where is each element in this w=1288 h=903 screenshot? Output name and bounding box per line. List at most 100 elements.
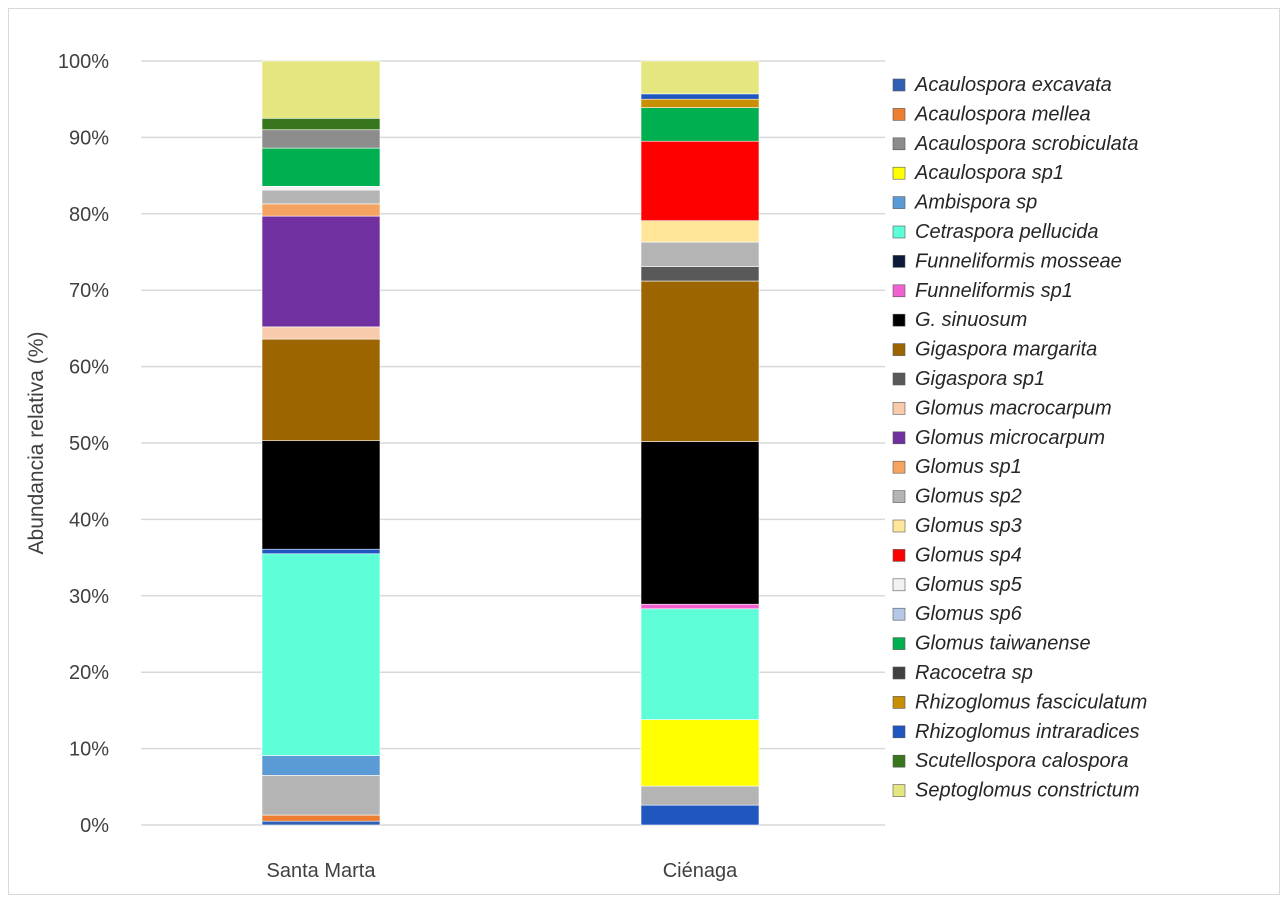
legend-swatch	[892, 754, 906, 768]
legend-item: Glomus taiwanense	[892, 633, 1091, 655]
legend-swatch	[892, 519, 906, 533]
legend-label: Glomus sp6	[915, 603, 1023, 625]
legend-label: Funneliformis sp1	[915, 280, 1073, 302]
x-category-label: Santa Marta	[267, 860, 377, 882]
bar-segment	[261, 338, 381, 442]
legend-label: Funneliformis mosseae	[915, 250, 1122, 272]
legend-label: Cetraspora pellucida	[915, 221, 1098, 243]
legend-item: Racocetra sp	[892, 662, 1033, 684]
bar-segment	[261, 755, 381, 776]
y-tick-label: 10%	[69, 739, 109, 761]
legend-swatch	[892, 666, 906, 680]
bar-segment	[261, 203, 381, 217]
legend-label: Ambispora sp	[914, 192, 1037, 214]
x-category-label: Ciénaga	[663, 860, 738, 882]
bar-stack-santa-marta	[261, 60, 381, 826]
y-axis-title: Abundancia relativa (%)	[25, 332, 48, 555]
legend-label: Acaulospora sp1	[914, 162, 1064, 184]
legend-label: Acaulospora mellea	[914, 103, 1091, 125]
legend-item: Gigaspora sp1	[892, 368, 1045, 390]
legend-swatch	[892, 696, 906, 709]
y-tick-labels: 0% 10% 20% 30% 40% 50% 60% 70% 80% 90% 100%	[58, 51, 109, 837]
legend-item: Glomus microcarpum	[892, 427, 1105, 449]
legend-item: Acaulospora mellea	[892, 103, 1091, 125]
legend-swatch	[892, 196, 906, 209]
legend-label: Scutellospora calospora	[915, 750, 1128, 772]
legend-label: Racocetra sp	[915, 662, 1033, 684]
bar-segment	[261, 129, 381, 149]
legend-item: Cetraspora pellucida	[892, 221, 1098, 243]
legend-swatch	[892, 431, 906, 445]
gridlines	[141, 60, 885, 826]
y-tick-label: 90%	[69, 127, 109, 149]
legend-swatch	[892, 607, 906, 621]
legend-label: Glomus macrocarpum	[915, 397, 1112, 419]
bar-segment	[640, 140, 760, 221]
legend-swatch	[892, 225, 906, 239]
bar-segment	[640, 60, 760, 95]
legend-label: Glomus sp4	[915, 544, 1022, 566]
legend-label: Glomus sp5	[915, 574, 1023, 596]
legend-item: Gigaspora margarita	[892, 339, 1097, 361]
legend-item: Glomus sp5	[892, 574, 1023, 596]
legend-item: Glomus sp2	[892, 486, 1022, 508]
legend-item: G. sinuosum	[892, 309, 1027, 331]
bar-segment	[261, 440, 381, 550]
bar-segment	[640, 719, 760, 787]
bar-segment	[640, 785, 760, 806]
legend-item: Acaulospora excavata	[892, 74, 1112, 96]
legend-swatch	[892, 460, 906, 474]
legend-item: Acaulospora sp1	[892, 162, 1064, 184]
legend-swatch	[892, 78, 906, 92]
bar-segment	[261, 118, 381, 131]
bar-segment	[640, 266, 760, 282]
bar-segment	[261, 60, 381, 119]
legend-swatch	[892, 637, 906, 650]
legend-item: Ambispora sp	[892, 192, 1037, 214]
legend-swatch	[892, 549, 906, 562]
legend-item: Glomus macrocarpum	[892, 397, 1112, 419]
legend-item: Acaulospora scrobiculata	[892, 133, 1138, 155]
y-tick-label: 30%	[69, 586, 109, 608]
legend-item: Funneliformis sp1	[892, 280, 1073, 302]
legend-swatch	[892, 784, 906, 797]
legend-item: Glomus sp6	[892, 603, 1023, 625]
legend-swatch	[892, 372, 906, 386]
legend-swatch	[892, 725, 906, 739]
bar-segment	[261, 215, 381, 328]
legend-label: Glomus microcarpum	[915, 427, 1105, 449]
legend-label: Rhizoglomus fasciculatum	[915, 691, 1147, 713]
bar-segment	[261, 548, 381, 555]
y-tick-label: 60%	[69, 357, 109, 379]
legend-item: Glomus sp4	[892, 544, 1022, 566]
legend-item: Glomus sp1	[892, 456, 1022, 478]
bars	[261, 60, 760, 826]
legend-swatch	[892, 343, 906, 356]
bar-stack-ci-naga	[640, 60, 760, 826]
legend-label: G. sinuosum	[915, 309, 1027, 331]
legend-label: Glomus sp2	[915, 486, 1022, 508]
legend-item: Glomus sp3	[892, 515, 1022, 537]
legend-item: Funneliformis mosseae	[892, 250, 1122, 272]
bar-segment	[640, 280, 760, 442]
legend-label: Gigaspora sp1	[915, 368, 1045, 390]
legend-label: Rhizoglomus intraradices	[915, 721, 1140, 743]
legend-swatch	[892, 255, 906, 268]
legend-item: Rhizoglomus intraradices	[892, 721, 1140, 743]
y-tick-label: 20%	[69, 662, 109, 684]
bar-segment	[640, 93, 760, 100]
legend-label: Glomus taiwanense	[915, 633, 1091, 655]
y-tick-label: 0%	[80, 815, 109, 837]
bar-segment	[261, 189, 381, 205]
legend-swatch	[892, 402, 906, 415]
y-tick-label: 80%	[69, 204, 109, 226]
legend-label: Acaulospora scrobiculata	[914, 133, 1138, 155]
legend-swatch	[892, 284, 906, 298]
bar-segment	[261, 185, 381, 191]
legend-label: Glomus sp1	[915, 456, 1022, 478]
bar-segment	[261, 553, 381, 756]
legend-label: Septoglomus constrictum	[915, 780, 1140, 802]
bar-segment	[640, 608, 760, 720]
chart-frame: 0% 10% 20% 30% 40% 50% 60% 70% 80% 90% 100% Abunda…	[8, 8, 1280, 895]
legend-swatch	[892, 490, 906, 503]
